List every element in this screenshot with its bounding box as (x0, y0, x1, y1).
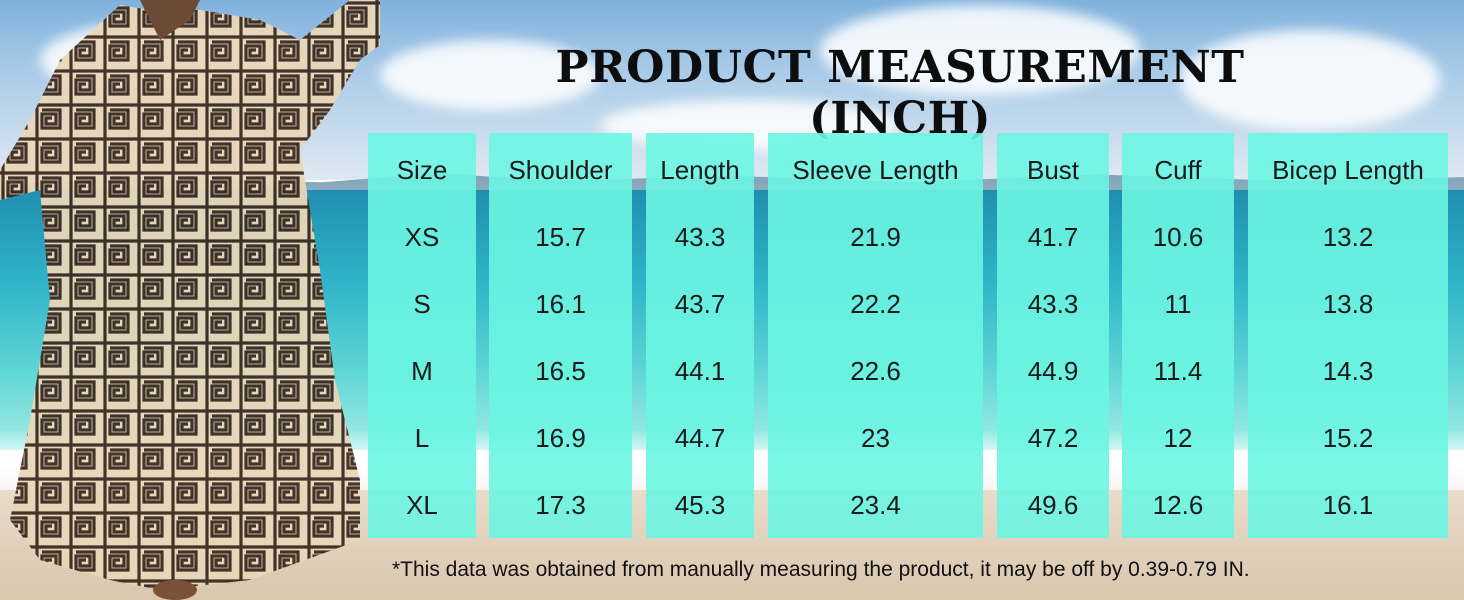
cell-bust-s: 43.3 (1027, 289, 1079, 319)
cell-cuff-l: 12 (1163, 423, 1193, 453)
cell-shoulder-l: 16.9 (535, 423, 586, 453)
header-length: Length (660, 155, 740, 185)
cell-shoulder-xl: 17.3 (535, 490, 586, 520)
header-cuff: Cuff (1154, 155, 1202, 185)
cell-cuff-s: 11 (1164, 289, 1192, 319)
column-sleeve-length: Sleeve Length 21.9 22.2 22.6 23 23.4 (768, 133, 983, 538)
cell-cuff-m: 11.4 (1153, 356, 1203, 386)
cell-sleeve-length-m: 22.6 (850, 356, 901, 386)
cell-shoulder-xs: 15.7 (535, 222, 586, 252)
column-cuff: Cuff 10.6 11 11.4 12 12.6 (1122, 133, 1234, 538)
cell-size-l: L (414, 423, 430, 453)
cell-sleeve-length-s: 22.2 (850, 289, 901, 319)
cell-cuff-xs: 10.6 (1152, 222, 1204, 252)
cell-bust-l: 47.2 (1027, 423, 1079, 453)
cell-size-s: S (413, 289, 431, 319)
cell-size-xl: XL (406, 490, 438, 520)
cell-bicep-length-xl: 16.1 (1322, 490, 1374, 520)
header-bust: Bust (1026, 155, 1080, 185)
header-sleeve-length: Sleeve Length (792, 155, 959, 185)
cell-bust-m: 44.9 (1027, 356, 1079, 386)
cell-length-l: 44.7 (674, 423, 726, 453)
cell-length-m: 44.1 (674, 356, 726, 386)
page-title: PRODUCT MEASUREMENT (INCH) (555, 42, 1245, 144)
cell-sleeve-length-xl: 23.4 (850, 490, 901, 520)
header-shoulder: Shoulder (508, 155, 613, 185)
column-shoulder: Shoulder 15.7 16.1 16.5 16.9 17.3 (489, 133, 632, 538)
column-size: Size XS S M L XL (368, 133, 476, 538)
header-size: Size (396, 155, 448, 185)
cell-bust-xl: 49.6 (1027, 490, 1079, 520)
cell-length-s: 43.7 (674, 289, 726, 319)
model-in-patterned-cover-up (0, 0, 380, 600)
column-length: Length 43.3 43.7 44.1 44.7 45.3 (646, 133, 754, 538)
cell-bust-xs: 41.7 (1027, 222, 1079, 252)
cell-cuff-xl: 12.6 (1152, 490, 1204, 520)
header-bicep-length: Bicep Length (1272, 155, 1424, 185)
cloud (380, 40, 600, 110)
cloud (1180, 30, 1440, 130)
cell-bicep-length-xs: 13.2 (1322, 222, 1374, 252)
column-bicep-length: Bicep Length 13.2 13.8 14.3 15.2 16.1 (1248, 133, 1448, 538)
cell-length-xs: 43.3 (674, 222, 726, 252)
cell-size-xs: XS (404, 222, 440, 252)
cell-sleeve-length-xs: 21.9 (850, 222, 901, 252)
cloud (820, 5, 1140, 95)
cell-bicep-length-s: 13.8 (1322, 289, 1374, 319)
column-bust: Bust 41.7 43.3 44.9 47.2 49.6 (997, 133, 1109, 538)
cell-bicep-length-m: 14.3 (1322, 356, 1374, 386)
measurement-disclaimer: *This data was obtained from manually me… (392, 558, 1250, 581)
cell-size-m: M (411, 356, 433, 386)
cell-shoulder-s: 16.1 (535, 289, 586, 319)
cell-sleeve-length-l: 23 (861, 423, 890, 453)
cell-length-xl: 45.3 (674, 490, 726, 520)
cell-shoulder-m: 16.5 (535, 356, 586, 386)
cell-bicep-length-l: 15.2 (1322, 423, 1374, 453)
